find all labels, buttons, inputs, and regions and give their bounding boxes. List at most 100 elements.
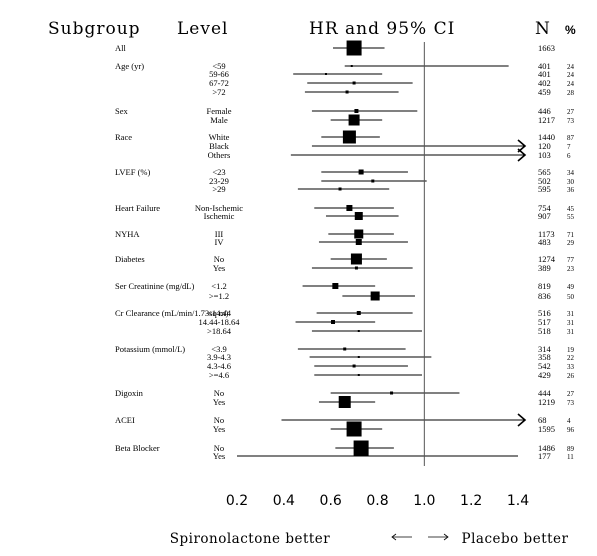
level-label: IV bbox=[215, 237, 225, 247]
subgroup-label: Race bbox=[115, 132, 132, 142]
hr-marker bbox=[353, 455, 355, 457]
pct-value: 96 bbox=[567, 426, 575, 434]
level-label: Black bbox=[209, 141, 230, 151]
footer-left-arrowhead bbox=[391, 533, 397, 541]
level-label: No bbox=[214, 415, 224, 425]
hr-marker bbox=[357, 330, 360, 332]
pct-value: 28 bbox=[567, 89, 575, 97]
pct-value: 7 bbox=[567, 143, 571, 151]
subgroup-label: ACEI bbox=[115, 415, 135, 425]
n-value: 459 bbox=[538, 87, 551, 97]
x-tick-label: 0.6 bbox=[320, 493, 342, 509]
level-label: 14.44-18.64 bbox=[198, 317, 240, 327]
hr-marker bbox=[343, 347, 347, 351]
n-value: 429 bbox=[538, 370, 551, 380]
x-tick-label: 1.4 bbox=[507, 493, 529, 509]
pct-value: 50 bbox=[567, 293, 575, 301]
hr-marker bbox=[345, 90, 349, 94]
level-label: 67-72 bbox=[209, 78, 229, 88]
hr-marker bbox=[338, 187, 342, 191]
subgroup-label: LVEF (%) bbox=[115, 167, 151, 177]
n-value: 401 bbox=[538, 69, 551, 79]
n-value: 1595 bbox=[538, 424, 555, 434]
pct-value: 31 bbox=[567, 310, 575, 318]
level-label: Others bbox=[208, 150, 231, 160]
x-tick-label: 1.0 bbox=[413, 493, 435, 509]
pct-value: 23 bbox=[567, 265, 575, 273]
subgroup-label: Diabetes bbox=[115, 254, 145, 264]
hr-marker bbox=[355, 239, 362, 245]
level-label: <3.9 bbox=[211, 344, 226, 354]
n-value: 1173 bbox=[538, 229, 555, 239]
ci-arrow bbox=[517, 148, 527, 162]
footer-left-label: Spironolactone better bbox=[170, 531, 331, 547]
subgroup-label: Potassium (mmol/L) bbox=[115, 344, 185, 354]
pct-value: 73 bbox=[567, 117, 575, 125]
n-value: 754 bbox=[538, 203, 552, 213]
n-value: 402 bbox=[538, 78, 551, 88]
pct-value: 4 bbox=[567, 417, 571, 425]
hr-marker bbox=[354, 266, 358, 270]
level-label: No bbox=[214, 443, 224, 453]
level-label: >=4.6 bbox=[209, 370, 229, 380]
pct-value: 33 bbox=[567, 363, 575, 371]
hr-marker bbox=[348, 114, 360, 126]
level-label: Yes bbox=[213, 424, 225, 434]
x-tick-label: 0.2 bbox=[226, 493, 248, 509]
x-axis-ticks: 0.2 0.4 0.6 0.8 1.0 1.2 1.4 bbox=[226, 493, 529, 509]
hr-marker bbox=[350, 65, 353, 67]
hr-marker bbox=[390, 391, 394, 395]
header-pct: % bbox=[565, 23, 576, 37]
hr-marker bbox=[342, 130, 356, 144]
level-label: <59 bbox=[212, 61, 225, 71]
pct-value: 31 bbox=[567, 328, 575, 336]
level-label: <1.2 bbox=[211, 281, 226, 291]
pct-value: 77 bbox=[567, 256, 575, 264]
hr-marker bbox=[353, 440, 369, 456]
subgroup-label: NYHA bbox=[115, 229, 140, 239]
pct-value: 24 bbox=[567, 80, 575, 88]
subgroup-label: Digoxin bbox=[115, 388, 144, 398]
x-tick-label: 0.8 bbox=[366, 493, 388, 509]
pct-value: 27 bbox=[567, 390, 575, 398]
n-value: 819 bbox=[538, 281, 551, 291]
footer-right-arrowhead bbox=[443, 533, 449, 541]
level-label: 23-29 bbox=[209, 176, 229, 186]
n-value: 444 bbox=[538, 388, 552, 398]
pct-value: 19 bbox=[567, 346, 575, 354]
hr-marker bbox=[357, 374, 360, 376]
hr-marker bbox=[354, 229, 364, 239]
level-label: <23 bbox=[212, 167, 225, 177]
n-value: 103 bbox=[538, 150, 551, 160]
hr-marker bbox=[353, 419, 355, 421]
level-label: Female bbox=[206, 106, 231, 116]
n-value: 517 bbox=[538, 317, 551, 327]
level-label: 4.3-4.6 bbox=[207, 361, 231, 371]
hr-marker bbox=[324, 73, 327, 75]
level-label: Ischemic bbox=[204, 211, 235, 221]
level-label: III bbox=[215, 229, 224, 239]
n-value: 502 bbox=[538, 176, 551, 186]
n-value: 68 bbox=[538, 415, 547, 425]
level-label: >29 bbox=[212, 184, 225, 194]
n-value: 1217 bbox=[538, 115, 555, 125]
header-subgroup: Subgroup bbox=[48, 19, 141, 39]
n-value: 1219 bbox=[538, 397, 555, 407]
pct-value: 73 bbox=[567, 399, 575, 407]
pct-value: 31 bbox=[567, 319, 575, 327]
hr-marker bbox=[346, 421, 362, 437]
header-ci: HR and 95% CI bbox=[309, 19, 455, 39]
pct-value: 36 bbox=[567, 186, 575, 194]
pct-value: 26 bbox=[567, 372, 575, 380]
subgroup-label: All bbox=[115, 43, 127, 53]
pct-value: 22 bbox=[567, 354, 575, 362]
pct-value: 55 bbox=[567, 213, 575, 221]
pct-value: 49 bbox=[567, 283, 575, 291]
hr-marker bbox=[353, 145, 355, 147]
n-value: 389 bbox=[538, 263, 551, 273]
subgroup-label: Sex bbox=[115, 106, 129, 116]
footer-right-label: Placebo better bbox=[462, 531, 569, 547]
subgroup-label: Beta Blocker bbox=[115, 443, 160, 453]
n-value: 836 bbox=[538, 291, 551, 301]
